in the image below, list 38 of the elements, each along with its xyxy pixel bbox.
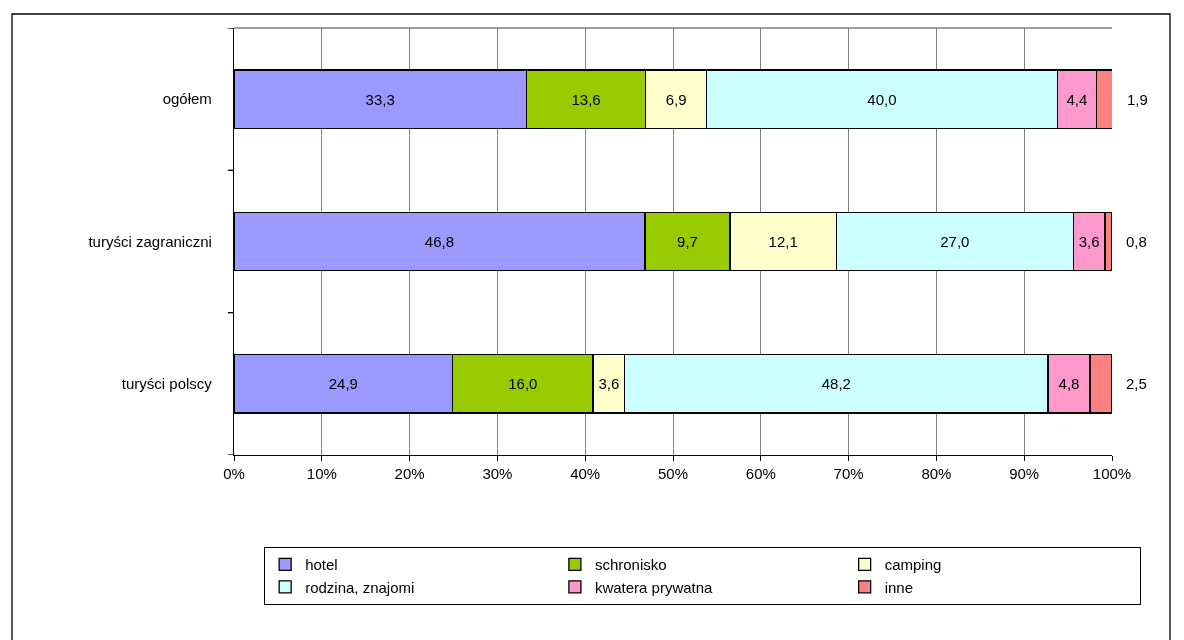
x-tick-label: 100%	[1092, 465, 1132, 483]
data-label: 40,0	[867, 90, 897, 108]
y-tick-label: ogółem	[162, 90, 212, 108]
data-label: 4,8	[1058, 375, 1080, 393]
legend-label: schronisko	[594, 556, 667, 574]
x-tick-label: 80%	[921, 465, 952, 483]
x-tick-label: 0%	[223, 465, 245, 483]
legend-label: kwatera prywatna	[594, 578, 714, 596]
x-tick-label: 70%	[833, 465, 864, 483]
data-label: 46,8	[424, 233, 455, 250]
data-label: 16,0	[508, 375, 538, 393]
x-tick-label: 60%	[745, 465, 776, 483]
data-label: 48,2	[821, 375, 851, 393]
data-label: 6,9	[665, 90, 687, 108]
data-label: 33,3	[365, 90, 395, 108]
data-label: 0,8	[1126, 233, 1147, 250]
legend-label: camping	[884, 556, 942, 574]
x-tick-label: 50%	[657, 465, 689, 483]
legend-label: inne	[884, 578, 913, 596]
data-label: 4,4	[1066, 90, 1088, 108]
data-label: 2,5	[1126, 375, 1147, 392]
data-label: 3,6	[1078, 233, 1100, 250]
data-label: 13,6	[571, 90, 601, 108]
data-label: 27,0	[940, 233, 970, 250]
x-tick-label: 90%	[1009, 465, 1040, 483]
data-label: 12,1	[768, 233, 798, 250]
legend-label: rodzina, znajomi	[305, 578, 415, 596]
data-label: 9,7	[677, 233, 698, 250]
data-label: 24,9	[328, 375, 358, 393]
y-tick-label: turyści polscy	[121, 375, 213, 393]
x-tick-label: 10%	[306, 465, 337, 483]
data-label: 1,9	[1127, 91, 1148, 108]
x-tick-label: 30%	[482, 465, 513, 483]
data-label: 3,6	[598, 375, 620, 393]
x-tick-label: 40%	[570, 465, 601, 483]
y-tick-label: turyści zagraniczni	[88, 232, 212, 250]
legend-label: hotel	[305, 556, 338, 574]
x-tick-label: 20%	[394, 465, 425, 483]
